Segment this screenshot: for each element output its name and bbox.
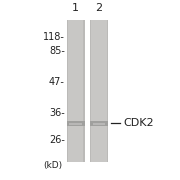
Bar [90, 20, 91, 162]
Text: 1: 1 [72, 3, 79, 13]
Bar [67, 20, 68, 162]
Bar [107, 20, 108, 162]
Bar [67, 121, 85, 126]
Bar [83, 20, 85, 162]
Bar [67, 20, 85, 162]
Text: (kD): (kD) [43, 161, 62, 170]
Text: 26-: 26- [49, 135, 65, 145]
Bar [90, 20, 108, 162]
Text: 85-: 85- [49, 46, 65, 56]
Bar [93, 123, 105, 125]
Text: CDK2: CDK2 [123, 118, 154, 128]
Text: 2: 2 [95, 3, 103, 13]
Text: 36-: 36- [49, 108, 65, 118]
Bar [90, 121, 108, 126]
Text: 47-: 47- [49, 77, 65, 87]
Text: 118-: 118- [43, 32, 65, 42]
Bar [69, 123, 82, 125]
